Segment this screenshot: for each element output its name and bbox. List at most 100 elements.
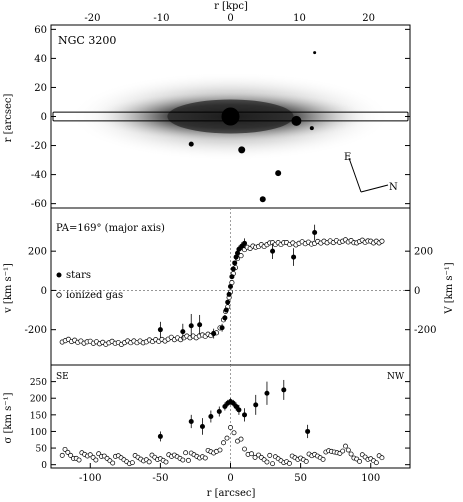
dispersion-frame [50, 364, 411, 469]
star-dispersion-point [222, 404, 228, 410]
gas-dispersion-point [185, 457, 191, 463]
gas-dispersion-point [110, 460, 116, 466]
dispersion-xtick-label: 100 [361, 473, 380, 484]
image-ytick-label: 20 [34, 83, 47, 94]
compass-east-label: E [344, 152, 351, 163]
field-star [275, 170, 282, 177]
legend-gas-label: ionized gas [66, 290, 123, 301]
gas-dispersion-point [348, 451, 354, 457]
velocity-annotation: PA=169° (major axis) [56, 223, 165, 234]
velocity-ytick-label: 200 [28, 247, 47, 258]
gas-dispersion-point [320, 456, 326, 462]
image-ytick-label: -60 [31, 199, 47, 210]
star-velocity-point [228, 284, 233, 289]
star-velocity-point [232, 260, 238, 266]
image-ylabel: r [arcsec] [3, 94, 14, 143]
galaxy-image [52, 51, 409, 203]
legend-stars-marker [56, 272, 62, 278]
star-velocity-point [226, 291, 232, 297]
gas-dispersion-point [379, 455, 385, 461]
gas-dispersion-point [231, 430, 237, 436]
star-dispersion-point [208, 414, 214, 419]
star-velocity-point [219, 325, 225, 331]
top-tick-label: 0 [227, 13, 233, 24]
star-velocity-point [157, 327, 163, 333]
gas-dispersion-point [270, 461, 276, 467]
dispersion-ytick-label: 50 [36, 445, 48, 455]
star-dispersion-point [264, 390, 270, 396]
gas-dispersion-point [267, 452, 273, 458]
gas-dispersion-point [286, 460, 292, 466]
legend-gas-marker [56, 292, 62, 298]
gas-dispersion-point [146, 459, 152, 465]
top-tick-label: -10 [153, 13, 169, 24]
velocity-panel: PA=169° (major axis) stars ionized gas v… [3, 207, 455, 366]
dispersion-xticks: -100 -50 0 50 100 [79, 463, 380, 484]
compass: E N [344, 152, 398, 193]
top-tick-label: -20 [84, 13, 100, 24]
dispersion-ytick-label: 150 [30, 411, 47, 421]
star-velocity-point [188, 323, 194, 329]
velocity-ytick-label-right: 0 [414, 286, 420, 297]
star-dispersion-point [199, 423, 205, 429]
gas-dispersion-point [228, 425, 233, 430]
dispersion-xtick-label: -100 [79, 473, 101, 484]
galaxy-name: NGC 3200 [58, 34, 116, 47]
star-velocity-point [270, 248, 276, 254]
compass-east-arrow [348, 157, 362, 193]
dispersion-panel: SE NW σ [km s⁻¹] 0 50 100 150 200 250 -100 -50… [3, 364, 411, 499]
gas-dispersion-point [264, 459, 270, 465]
gas-dispersion-point [163, 459, 169, 465]
field-star [188, 141, 194, 147]
velocity-ytick-label-right: 200 [414, 247, 433, 258]
gas-dispersion-point [76, 457, 82, 463]
star-velocity-point [180, 329, 186, 335]
dispersion-ytick-label: 200 [30, 395, 47, 405]
gas-dispersion-point [340, 448, 346, 454]
gas-dispersion-point [62, 446, 68, 452]
gas-dispersion-point [59, 452, 65, 458]
star-dispersion-point [230, 400, 236, 406]
top-axis-label: r [kpc] [214, 1, 248, 12]
star-velocity-point [222, 315, 228, 321]
gas-dispersion-point [238, 436, 244, 442]
gas-dispersion-point [68, 452, 74, 458]
image-panel: NGC 3200 E N r [arcsec] -60 -40 -20 0 20 40 60 [3, 24, 411, 210]
star-dispersion-point [236, 407, 242, 413]
star-dispersion-point [242, 412, 248, 418]
star-dispersion-point [157, 433, 163, 439]
star-dispersion-point [281, 387, 287, 393]
image-ytick-label: -20 [31, 141, 47, 152]
velocity-ylabel: v [km s⁻¹] [3, 263, 14, 314]
star-velocity-point [211, 331, 217, 337]
gas-dispersion-point [183, 450, 189, 456]
dispersion-ytick-label: 100 [30, 428, 47, 438]
gas-dispersion-point [202, 455, 208, 461]
corner-label-nw: NW [387, 372, 405, 382]
gas-dispersion-point [221, 440, 226, 446]
velocity-legend: stars ionized gas [56, 270, 123, 301]
velocity-ytick-label-right: -200 [414, 325, 436, 336]
star-velocity-point [291, 254, 297, 260]
dispersion-yticks: 0 50 100 150 200 250 [30, 378, 410, 471]
star-velocity-point [229, 274, 235, 280]
corner-label-se: SE [56, 372, 69, 382]
gas-dispersion-point [249, 451, 254, 457]
star-velocity-point [312, 230, 318, 236]
dispersion-ytick-label: 0 [41, 461, 47, 471]
gas-dispersion-point [129, 460, 135, 466]
gas-dispersion-point [252, 454, 258, 460]
image-ytick-label: 60 [34, 25, 47, 36]
gas-dispersion-point [345, 447, 351, 453]
star-velocity-point [223, 307, 229, 313]
velocity-ytick-label: 0 [41, 286, 47, 297]
gas-dispersion-point [343, 443, 348, 449]
star-dispersion-point [253, 402, 259, 408]
legend-stars-label: stars [66, 270, 91, 281]
top-tick-label: 20 [362, 13, 375, 24]
field-star [259, 196, 266, 203]
gas-dispersion-point [373, 460, 379, 466]
velocity-ytick-label: -200 [25, 325, 47, 336]
compass-north-arrow [360, 184, 389, 193]
star-dispersion-point [188, 418, 194, 424]
